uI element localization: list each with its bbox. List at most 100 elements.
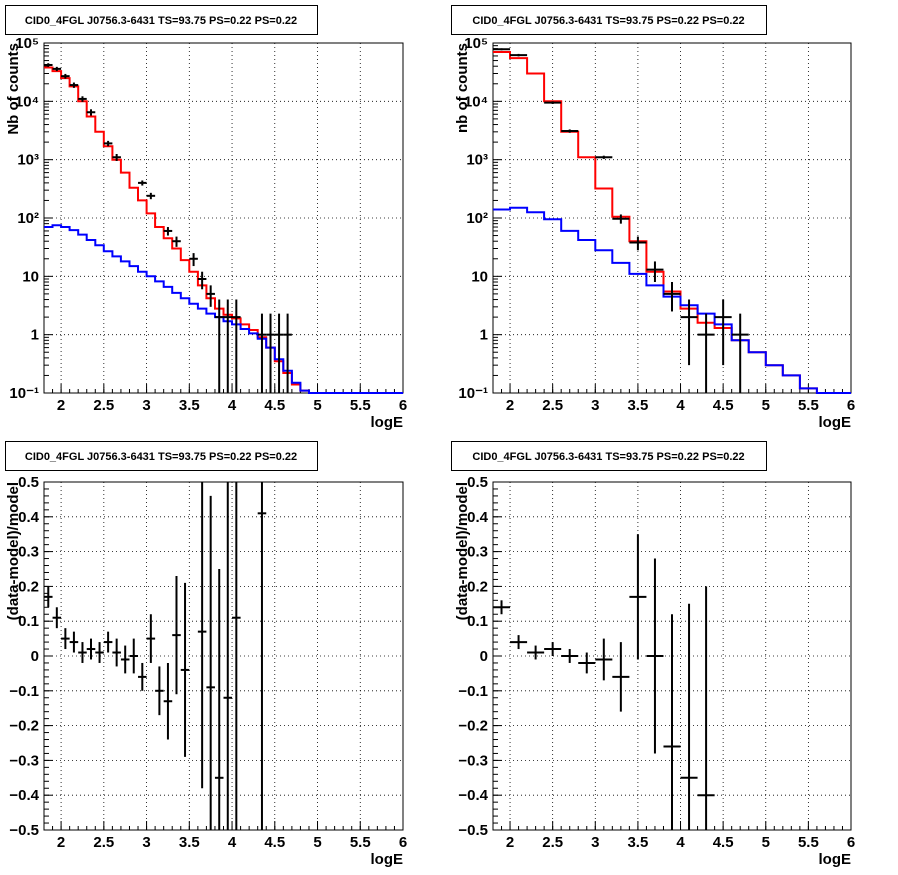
x-tick-label: 3 (591, 834, 599, 851)
data-point (223, 482, 233, 830)
y-tick-label: 0.5 (18, 474, 39, 491)
x-tick-label: 3 (142, 397, 150, 414)
data-point (138, 662, 147, 691)
data-point (232, 299, 241, 393)
y-tick-label: 0.2 (18, 578, 39, 595)
data-point (595, 155, 613, 159)
data-point (86, 109, 96, 116)
y-axis-label: (data-model)/model (5, 482, 22, 620)
data-point (680, 299, 698, 366)
y-tick-label: 0.2 (467, 578, 488, 595)
data-point (527, 645, 545, 660)
data-point (214, 569, 224, 830)
data-point (52, 607, 62, 629)
x-axis-label: logE (371, 851, 404, 868)
data-point (646, 558, 664, 754)
data-point (172, 236, 181, 247)
x-tick-label: 4 (676, 834, 685, 851)
data-point (510, 635, 528, 650)
x-tick-label: 3.5 (179, 834, 200, 851)
y-tick-label: 0.4 (18, 509, 40, 526)
data-point (155, 666, 164, 716)
y-tick-label: 1 (480, 327, 488, 344)
y-tick-label: 0.1 (467, 613, 488, 630)
x-tick-label: 3 (142, 834, 150, 851)
x-tick-label: 4 (228, 834, 237, 851)
x-tick-label: 2.5 (93, 834, 114, 851)
x-tick-label: 4 (228, 397, 237, 414)
x-tick-label: 2 (506, 397, 514, 414)
y-tick-label: 10³ (466, 152, 488, 169)
y-tick-label: −0.5 (9, 822, 39, 839)
data-point (69, 631, 79, 653)
x-axis-label: logE (819, 414, 852, 431)
x-tick-label: 6 (399, 834, 407, 851)
chart-title-box (5, 441, 318, 471)
x-tick-label: 3.5 (627, 834, 648, 851)
chart-title-box (451, 441, 767, 471)
data-point (95, 642, 104, 663)
data-point (595, 638, 613, 681)
y-tick-label: 0.1 (18, 613, 39, 630)
data-point (146, 192, 156, 200)
y-tick-label: −0.2 (458, 718, 488, 735)
data-point (197, 271, 207, 290)
data-point (510, 53, 528, 57)
data-point (112, 638, 121, 667)
plot-frame (43, 42, 404, 394)
y-tick-label: 10⁵ (15, 35, 39, 52)
y-tick-label: −0.3 (458, 752, 488, 769)
data-point (493, 600, 511, 615)
x-tick-label: 2 (506, 834, 514, 851)
x-tick-label: 4.5 (264, 397, 285, 414)
data-point (663, 281, 681, 312)
y-tick-label: 0 (480, 648, 488, 665)
data-point (578, 652, 596, 674)
y-tick-label: −0.4 (458, 787, 488, 804)
data-point (629, 534, 647, 660)
data-point (61, 73, 70, 79)
data-point (206, 495, 215, 830)
data-point (214, 299, 224, 393)
chart-title: CID0_4FGL J0756.3-6431 TS=93.75 PS=0.22 … (472, 451, 744, 463)
x-tick-label: 5 (762, 834, 770, 851)
x-tick-label: 4.5 (713, 397, 734, 414)
chart-title-box (5, 5, 318, 35)
x-tick-label: 2 (57, 834, 65, 851)
y-tick-label: −0.1 (458, 683, 488, 700)
data-point (163, 227, 173, 236)
x-tick-label: 5 (762, 397, 770, 414)
data-point (103, 631, 113, 653)
data-point (731, 313, 749, 393)
data-point (629, 236, 647, 251)
y-tick-label: 10⁵ (464, 35, 488, 52)
data-point (283, 313, 292, 393)
x-tick-label: 6 (399, 397, 407, 414)
data-point (257, 482, 267, 830)
x-tick-label: 5.5 (350, 397, 371, 414)
y-axis-label: Nb of counts (5, 43, 22, 135)
x-tick-label: 2.5 (93, 397, 114, 414)
y-tick-label: 1 (31, 327, 39, 344)
y-tick-label: −0.4 (9, 787, 39, 804)
y-tick-label: 10 (22, 268, 39, 285)
chart-residual_left: CID0_4FGL J0756.3-6431 TS=93.75 PS=0.22 … (5, 441, 407, 868)
y-axis-label: (data-model)/model (454, 482, 471, 620)
chart-counts_left: CID0_4FGL J0756.3-6431 TS=93.75 PS=0.22 … (5, 5, 407, 431)
chart-title: CID0_4FGL J0756.3-6431 TS=93.75 PS=0.22 … (25, 451, 297, 463)
data-point (612, 642, 630, 712)
x-axis-label: logE (819, 851, 852, 868)
data-point (61, 628, 70, 650)
chart-counts_right: CID0_4FGL J0756.3-6431 TS=93.75 PS=0.22 … (451, 5, 855, 431)
data-point (44, 586, 53, 608)
chart-title: CID0_4FGL J0756.3-6431 TS=93.75 PS=0.22 … (25, 15, 297, 27)
x-tick-label: 4 (676, 397, 685, 414)
data-point (180, 582, 190, 757)
data-point (663, 614, 681, 830)
data-point (561, 129, 579, 133)
y-tick-label: 10⁴ (15, 93, 39, 110)
x-tick-label: 5 (313, 397, 321, 414)
data-point (69, 82, 79, 88)
data-point (78, 96, 87, 102)
